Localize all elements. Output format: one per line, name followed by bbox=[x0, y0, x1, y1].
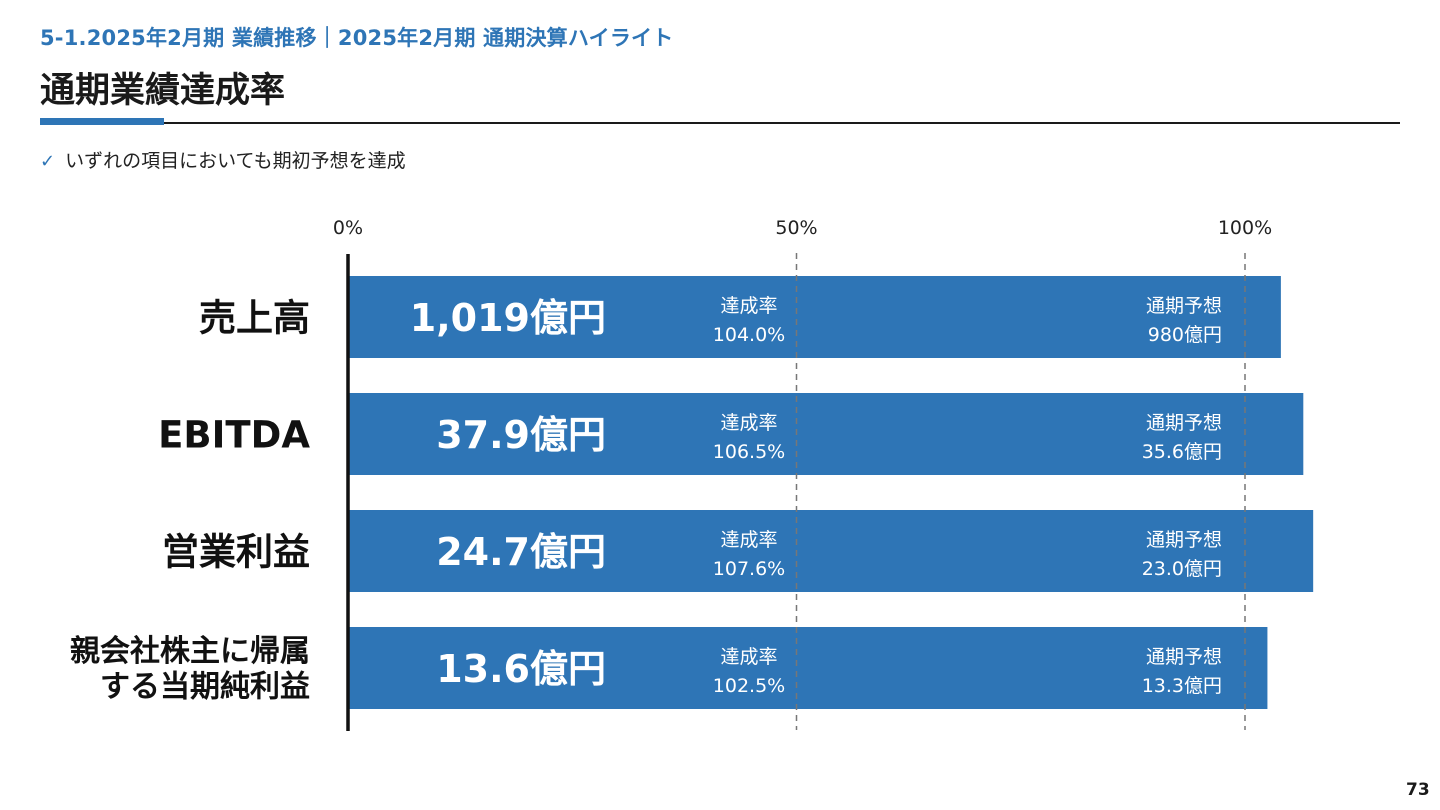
x-tick-label: 0% bbox=[333, 217, 363, 239]
rate-label: 達成率 bbox=[720, 295, 777, 317]
forecast-label: 通期予想 bbox=[1146, 529, 1222, 551]
x-tick-label: 100% bbox=[1218, 217, 1272, 239]
title-underline-accent bbox=[40, 118, 164, 125]
rate-value: 102.5% bbox=[713, 675, 785, 697]
forecast-value: 23.0億円 bbox=[1142, 558, 1222, 580]
bullet-point: ✓ いずれの項目においても期初予想を達成 bbox=[40, 146, 406, 173]
forecast-value: 35.6億円 bbox=[1142, 441, 1222, 463]
rate-label: 達成率 bbox=[720, 529, 777, 551]
value-label: 1,019億円 bbox=[410, 296, 606, 340]
category-label: 営業利益 bbox=[162, 530, 310, 573]
title-underline bbox=[40, 122, 1400, 124]
page-number: 73 bbox=[1406, 780, 1430, 800]
category-label: する当期純利益 bbox=[100, 670, 310, 705]
forecast-value: 13.3億円 bbox=[1142, 675, 1222, 697]
bar-3 bbox=[348, 510, 1314, 592]
check-icon: ✓ bbox=[40, 151, 56, 172]
rate-value: 107.6% bbox=[713, 558, 785, 580]
bar-1 bbox=[348, 276, 1281, 358]
x-tick-label: 50% bbox=[775, 217, 817, 239]
value-label: 13.6億円 bbox=[436, 647, 606, 691]
value-label: 37.9億円 bbox=[436, 413, 606, 457]
category-label: 売上高 bbox=[199, 296, 310, 339]
rate-label: 達成率 bbox=[720, 412, 777, 434]
bar-2 bbox=[348, 393, 1304, 475]
rate-value: 104.0% bbox=[713, 324, 785, 346]
section-subtitle: 5-1.2025年2月期 業績推移｜2025年2月期 通期決算ハイライト bbox=[40, 26, 674, 50]
forecast-label: 通期予想 bbox=[1146, 295, 1222, 317]
bullet-text: いずれの項目においても期初予想を達成 bbox=[65, 150, 406, 172]
page-title: 通期業績達成率 bbox=[40, 71, 286, 111]
forecast-value: 980億円 bbox=[1148, 324, 1222, 346]
category-label: EBITDA bbox=[158, 413, 310, 456]
category-label: 親会社株主に帰属 bbox=[70, 634, 310, 669]
forecast-label: 通期予想 bbox=[1146, 412, 1222, 434]
rate-value: 106.5% bbox=[713, 441, 785, 463]
bar-4 bbox=[348, 627, 1268, 709]
rate-label: 達成率 bbox=[720, 646, 777, 668]
value-label: 24.7億円 bbox=[436, 530, 606, 574]
forecast-label: 通期予想 bbox=[1146, 646, 1222, 668]
